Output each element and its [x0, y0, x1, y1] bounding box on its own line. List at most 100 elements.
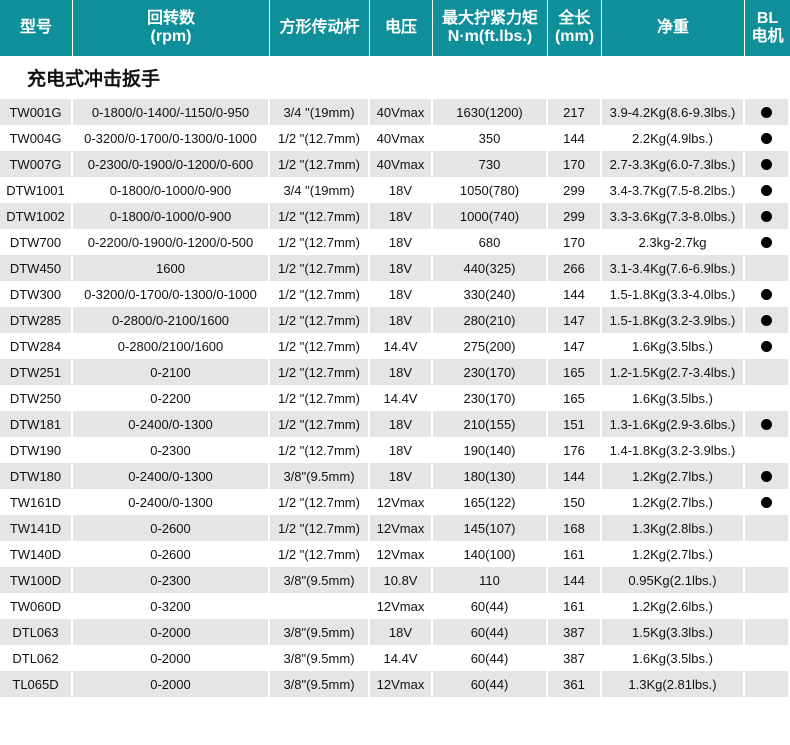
cell-voltage: 12Vmax: [370, 515, 433, 541]
cell-bl-motor: [745, 333, 790, 359]
cell-length: 299: [548, 203, 602, 229]
cell-torque: 680: [433, 229, 548, 255]
cell-voltage: 18V: [370, 177, 433, 203]
cell-rpm: 0-2400/0-1300: [73, 463, 270, 489]
cell-torque: 230(170): [433, 359, 548, 385]
cell-model: TW001G: [0, 99, 73, 125]
cell-model: DTW285: [0, 307, 73, 333]
table-row: TW140D 0-2600 1/2 "(12.7mm) 12Vmax 140(100) 1…: [0, 541, 790, 567]
bl-dot-icon: [761, 132, 772, 144]
cell-weight: 1.3Kg(2.8lbs.): [602, 515, 745, 541]
table-row: DTW285 0-2800/0-2100/1600 1/2 "(12.7mm) 18V…: [0, 307, 790, 333]
cell-torque: 1050(780): [433, 177, 548, 203]
cell-length: 299: [548, 177, 602, 203]
cell-model: DTL062: [0, 645, 73, 671]
cell-weight: 1.3-1.6Kg(2.9-3.6lbs.): [602, 411, 745, 437]
cell-bl-motor: [745, 385, 790, 411]
cell-voltage: 40Vmax: [370, 99, 433, 125]
cell-torque: 730: [433, 151, 548, 177]
bl-dot-icon: [761, 106, 772, 118]
bl-dot-icon: [761, 158, 772, 170]
table-row: TW007G 0-2300/0-1900/0-1200/0-600 1/2 "(12…: [0, 151, 790, 177]
cell-drive: 1/2 "(12.7mm): [270, 489, 370, 515]
cell-voltage: 18V: [370, 463, 433, 489]
cell-torque: 330(240): [433, 281, 548, 307]
cell-rpm: 0-2300: [73, 567, 270, 593]
cell-drive: 1/2 "(12.7mm): [270, 229, 370, 255]
cell-model: DTW450: [0, 255, 73, 281]
cell-weight: 1.6Kg(3.5lbs.): [602, 385, 745, 411]
cell-drive: 1/2 "(12.7mm): [270, 515, 370, 541]
cell-torque: 1000(740): [433, 203, 548, 229]
cell-length: 387: [548, 619, 602, 645]
cell-rpm: 0-1800/0-1000/0-900: [73, 177, 270, 203]
cell-bl-motor: [745, 307, 790, 333]
cell-voltage: 18V: [370, 619, 433, 645]
header-model: 型号: [0, 0, 73, 56]
cell-weight: 3.9-4.2Kg(8.6-9.3lbs.): [602, 99, 745, 125]
cell-bl-motor: [745, 151, 790, 177]
cell-torque: 180(130): [433, 463, 548, 489]
cell-model: TW004G: [0, 125, 73, 151]
cell-bl-motor: [745, 593, 790, 619]
cell-voltage: 18V: [370, 437, 433, 463]
cell-length: 150: [548, 489, 602, 515]
cell-weight: 1.2-1.5Kg(2.7-3.4lbs.): [602, 359, 745, 385]
cell-voltage: 18V: [370, 281, 433, 307]
cell-weight: 2.3kg-2.7kg: [602, 229, 745, 255]
header-rpm: 回转数 (rpm): [73, 0, 270, 56]
cell-drive: 3/8"(9.5mm): [270, 671, 370, 697]
cell-length: 144: [548, 567, 602, 593]
cell-length: 176: [548, 437, 602, 463]
cell-length: 170: [548, 151, 602, 177]
cell-rpm: 0-2600: [73, 515, 270, 541]
cell-length: 144: [548, 281, 602, 307]
cell-length: 147: [548, 333, 602, 359]
cell-rpm: 0-2000: [73, 671, 270, 697]
table-body: TW001G 0-1800/0-1400/-1150/0-950 3/4 "(19m…: [0, 99, 790, 697]
table-row: DTW700 0-2200/0-1900/0-1200/0-500 1/2 "(12…: [0, 229, 790, 255]
cell-length: 168: [548, 515, 602, 541]
cell-torque: 280(210): [433, 307, 548, 333]
cell-drive: 1/2 "(12.7mm): [270, 437, 370, 463]
cell-model: DTW284: [0, 333, 73, 359]
cell-rpm: 0-2800/0-2100/1600: [73, 307, 270, 333]
cell-weight: 1.2Kg(2.7lbs.): [602, 463, 745, 489]
cell-bl-motor: [745, 645, 790, 671]
cell-length: 151: [548, 411, 602, 437]
cell-torque: 230(170): [433, 385, 548, 411]
cell-drive: 3/8"(9.5mm): [270, 567, 370, 593]
cell-length: 144: [548, 463, 602, 489]
cell-weight: 3.1-3.4Kg(7.6-6.9lbs.): [602, 255, 745, 281]
cell-drive: 3/8"(9.5mm): [270, 463, 370, 489]
cell-rpm: 0-3200/0-1700/0-1300/0-1000: [73, 125, 270, 151]
cell-voltage: 18V: [370, 359, 433, 385]
cell-weight: 1.4-1.8Kg(3.2-3.9lbs.): [602, 437, 745, 463]
cell-rpm: 0-2000: [73, 645, 270, 671]
cell-weight: 2.2Kg(4.9lbs.): [602, 125, 745, 151]
cell-weight: 1.3Kg(2.81lbs.): [602, 671, 745, 697]
table-row: TW161D 0-2400/0-1300 1/2 "(12.7mm) 12Vmax 16…: [0, 489, 790, 515]
cell-rpm: 0-3200/0-1700/0-1300/0-1000: [73, 281, 270, 307]
cell-drive: 1/2 "(12.7mm): [270, 307, 370, 333]
cell-bl-motor: [745, 619, 790, 645]
cell-length: 161: [548, 593, 602, 619]
bl-dot-icon: [761, 418, 772, 430]
cell-length: 165: [548, 359, 602, 385]
header-torque: 最大拧紧力矩 N·m(ft.lbs.): [433, 0, 548, 56]
cell-length: 161: [548, 541, 602, 567]
cell-voltage: 14.4V: [370, 645, 433, 671]
cell-model: DTW1002: [0, 203, 73, 229]
bl-dot-icon: [761, 288, 772, 300]
cell-model: DTW251: [0, 359, 73, 385]
cell-torque: 190(140): [433, 437, 548, 463]
cell-torque: 60(44): [433, 593, 548, 619]
cell-torque: 60(44): [433, 671, 548, 697]
bl-dot-icon: [761, 340, 772, 352]
cell-weight: 1.5Kg(3.3lbs.): [602, 619, 745, 645]
cell-length: 147: [548, 307, 602, 333]
cell-rpm: 0-2300: [73, 437, 270, 463]
cell-bl-motor: [745, 515, 790, 541]
cell-bl-motor: [745, 541, 790, 567]
cell-voltage: 14.4V: [370, 333, 433, 359]
